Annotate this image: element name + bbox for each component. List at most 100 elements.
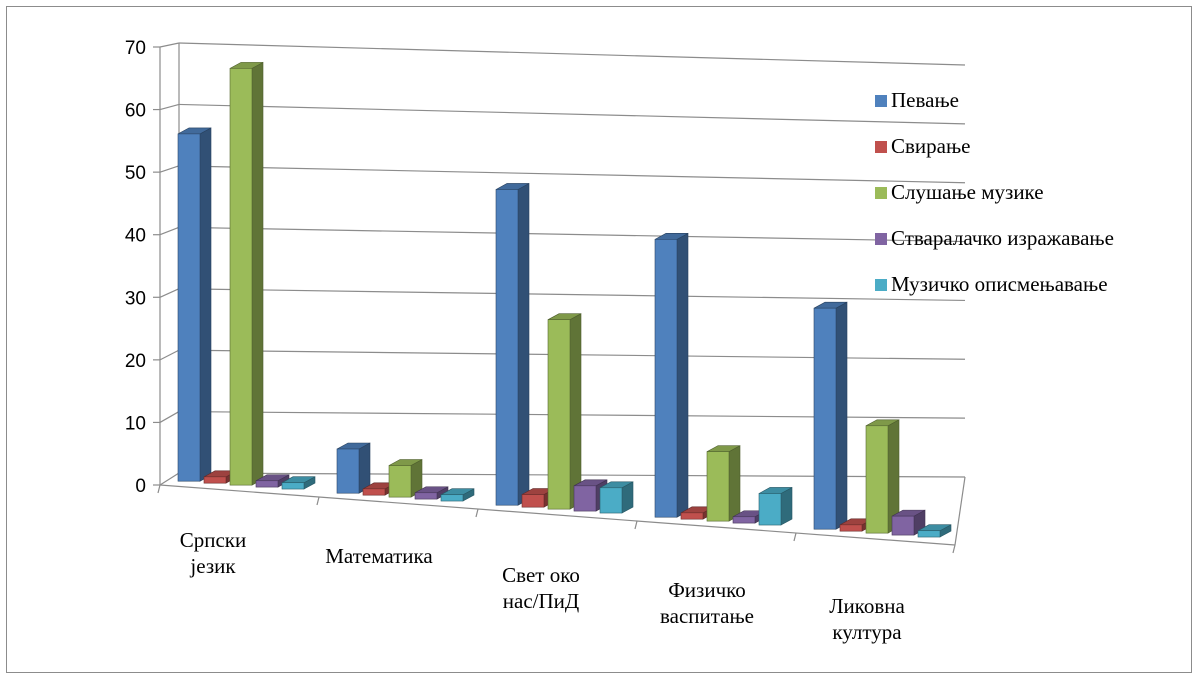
legend-label: Слушање музике: [891, 180, 1044, 204]
bar-front: [440, 494, 464, 502]
category-label: Свет око нас/ПиД: [502, 563, 580, 613]
legend-swatch: [875, 141, 887, 153]
bar-front: [732, 516, 756, 524]
bar-front: [706, 451, 730, 522]
floor-right-edge: [954, 476, 966, 546]
bar-side: [780, 486, 793, 526]
x-tick: [157, 484, 161, 494]
y-tick-label: 70: [125, 38, 146, 59]
bar-front: [255, 480, 279, 488]
x-axis: [159, 484, 956, 546]
y-tick-label: 60: [125, 101, 146, 122]
legend-label: Певање: [891, 88, 959, 112]
bar-series-2-cat-4: [865, 419, 900, 534]
bar-series-0-cat-0: [177, 127, 212, 482]
grid-layer: [153, 42, 966, 554]
gridline-side: [159, 288, 180, 298]
legend-label: Музичко описмењавање: [891, 272, 1108, 296]
chart-frame: 0 10 20 30 40 50 60 70 Српски језик Математика Свет…: [6, 6, 1192, 673]
x-tick: [634, 520, 638, 530]
legend-label: Стваралачко изражавање: [891, 226, 1114, 250]
bar-series-0-cat-3: [654, 232, 689, 518]
bar-side: [251, 61, 264, 486]
gridline: [178, 226, 966, 243]
bar-front: [177, 133, 201, 482]
bar-side: [676, 232, 689, 518]
bar-side: [517, 182, 530, 506]
legend-item: Стваралачко изражавање: [875, 226, 1114, 250]
bar-front: [336, 448, 360, 494]
y-tick-label: 10: [125, 413, 146, 434]
gridline-side: [159, 226, 180, 236]
bars-layer: [177, 61, 952, 538]
gridline-side: [159, 472, 180, 486]
bar-front: [680, 512, 704, 520]
legend-swatch: [875, 187, 887, 199]
gridline: [178, 42, 966, 66]
bar-front: [362, 488, 386, 496]
bar-front: [891, 515, 915, 536]
bar-side: [199, 127, 212, 482]
y-tick-label: 0: [135, 476, 146, 497]
gridline: [178, 165, 966, 184]
x-tick: [793, 532, 797, 542]
gridline: [178, 288, 966, 302]
bar-series-0-cat-4: [813, 301, 848, 530]
bar-front: [573, 485, 597, 512]
gridline-side: [159, 349, 180, 361]
legend-item: Слушање музике: [875, 180, 1044, 204]
bar-series-2-cat-1: [388, 459, 423, 498]
x-tick: [952, 544, 956, 554]
bar-side: [728, 445, 741, 522]
bar-series-2-cat-2: [547, 313, 582, 510]
bar-series-2-cat-3: [706, 445, 741, 522]
bar-front: [813, 307, 837, 530]
gridline-side: [159, 165, 180, 173]
chart-svg: 0 10 20 30 40 50 60 70 Српски језик Математика Свет…: [125, 38, 1114, 644]
bar-front: [839, 524, 863, 532]
legend-item: Музичко описмењавање: [875, 272, 1108, 296]
gridline-side: [159, 103, 180, 111]
bar-series-4-cat-0: [281, 476, 316, 490]
gridline: [178, 103, 966, 125]
x-tick: [316, 496, 320, 506]
y-tick-label: 20: [125, 351, 146, 372]
bar-side: [569, 313, 582, 510]
legend-label: Свирање: [891, 134, 971, 158]
bar-series-0-cat-2: [495, 182, 530, 506]
bar-series-4-cat-3: [758, 486, 793, 526]
bar-front: [203, 476, 227, 484]
y-tick-label: 30: [125, 288, 146, 309]
bar-front: [547, 319, 571, 510]
bar-series-4-cat-2: [599, 481, 634, 514]
category-label: Физичко васпитање: [660, 578, 754, 628]
labels-layer: 0 10 20 30 40 50 60 70 Српски језик Математика Свет…: [125, 38, 906, 644]
category-label: Ликовна култура: [829, 594, 905, 644]
gridline-side: [159, 411, 180, 423]
bar-front: [599, 487, 623, 514]
bar-front: [758, 493, 782, 526]
bar-series-4-cat-4: [917, 524, 952, 538]
category-label: Математика: [325, 544, 433, 568]
bar-front: [281, 482, 305, 490]
bar-series-3-cat-4: [891, 509, 926, 536]
legend-layer: Певање Свирање Слушање музике Стваралачко и…: [875, 88, 1114, 296]
bar-series-0-cat-1: [336, 442, 371, 494]
legend-item: Свирање: [875, 134, 971, 158]
bar-front: [229, 68, 253, 486]
bar-side: [835, 301, 848, 530]
bar-series-4-cat-1: [440, 488, 475, 502]
gridline-side: [159, 42, 180, 48]
bar-front: [521, 494, 545, 508]
legend-swatch: [875, 95, 887, 107]
category-label: Српски језик: [180, 528, 247, 578]
bar-front: [388, 465, 412, 498]
y-tick-label: 50: [125, 163, 146, 184]
x-tick: [475, 508, 479, 518]
bar-series-2-cat-0: [229, 61, 264, 486]
bar-front: [495, 189, 519, 506]
bar-front: [917, 530, 941, 538]
bar-front: [654, 239, 678, 518]
y-tick-label: 40: [125, 226, 146, 247]
bar-front: [414, 492, 438, 500]
